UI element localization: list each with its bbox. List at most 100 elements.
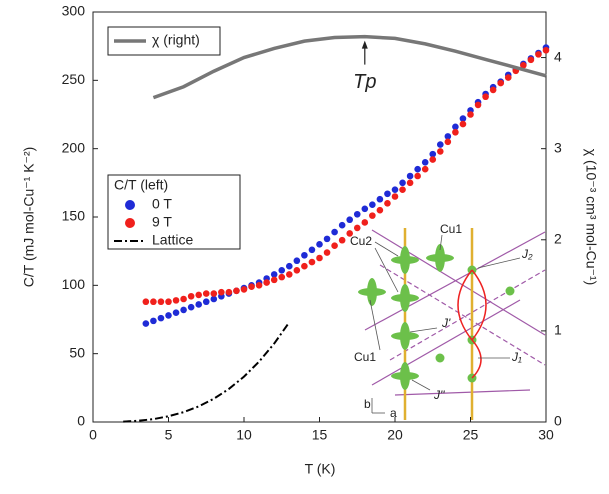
legend-label: 0 T — [152, 196, 172, 212]
data-point — [459, 115, 467, 122]
legend-swatch — [125, 218, 135, 228]
data-point — [406, 172, 414, 180]
data-point — [338, 221, 346, 229]
data-point — [172, 297, 180, 304]
data-point — [323, 249, 331, 256]
data-point — [474, 101, 482, 109]
data-point — [444, 133, 452, 140]
x-tick-label: 20 — [387, 427, 403, 443]
inset-label: Cu2 — [350, 234, 372, 248]
data-point — [263, 279, 270, 286]
data-point — [497, 79, 505, 87]
data-point — [361, 219, 369, 226]
data-point — [346, 216, 354, 224]
data-point — [353, 210, 361, 218]
data-point — [421, 165, 429, 173]
data-point — [286, 271, 293, 278]
legend-title: C/T (left) — [114, 177, 168, 193]
inset-diagram: Cu1 Cu2 Cu1 J' J'' J₂ J₁ b a — [350, 222, 546, 420]
data-point — [165, 298, 172, 306]
x-tick-label: 10 — [236, 427, 252, 443]
data-point — [210, 295, 218, 303]
inset-label: J₁ — [511, 350, 522, 364]
data-point — [150, 317, 157, 325]
data-point — [399, 186, 406, 193]
y-tick-label: 100 — [62, 276, 86, 292]
data-point — [391, 186, 399, 193]
data-point — [248, 283, 255, 291]
legend-swatch — [125, 200, 135, 210]
data-point — [331, 242, 338, 249]
data-point — [338, 236, 346, 244]
data-point — [376, 195, 384, 203]
data-point — [233, 287, 240, 295]
data-point — [399, 179, 406, 187]
data-point — [369, 201, 376, 208]
data-point — [301, 251, 308, 259]
inset-label: b — [364, 397, 371, 411]
data-point — [535, 51, 542, 58]
data-point — [157, 314, 165, 322]
data-point — [429, 150, 437, 158]
data-point — [240, 286, 248, 293]
data-point — [353, 224, 361, 232]
x-tick-label: 0 — [89, 427, 97, 443]
data-point — [467, 111, 474, 118]
y-axis-label: C/T (mJ mol-Cu⁻¹ K⁻²) — [21, 147, 37, 288]
legend-label: 9 T — [152, 214, 172, 230]
y2-tick-label: 4 — [554, 48, 562, 64]
data-point — [278, 267, 286, 274]
data-point — [520, 62, 527, 69]
data-point — [504, 74, 512, 81]
x-axis-label: T (K) — [305, 461, 336, 477]
legend-box — [107, 174, 241, 250]
data-point — [195, 291, 202, 299]
y-tick-label: 150 — [62, 208, 86, 224]
data-point — [489, 86, 497, 94]
data-point — [172, 309, 180, 316]
data-line — [152, 34, 547, 100]
data-point — [316, 254, 323, 262]
data-point — [482, 93, 489, 101]
data-point — [278, 273, 286, 281]
data-point — [369, 212, 376, 219]
data-point — [452, 128, 459, 136]
annotation: Tp — [353, 71, 376, 93]
x-tick-label: 15 — [312, 427, 328, 443]
data-point — [270, 276, 278, 284]
data-point — [414, 165, 421, 173]
inset-label: a — [390, 406, 397, 420]
data-point — [414, 172, 421, 180]
data-point — [308, 246, 316, 254]
data-point — [218, 288, 225, 296]
data-point — [202, 290, 210, 297]
y2-axis-label: χ (10⁻³ cm³ mol-Cu⁻¹) — [583, 149, 599, 285]
data-point — [301, 262, 308, 270]
data-point — [308, 258, 316, 266]
data-point — [384, 200, 391, 207]
y2-tick-label: 3 — [554, 139, 562, 155]
y2-tick-label: 2 — [554, 230, 562, 246]
data-point — [202, 298, 210, 306]
data-point — [452, 123, 459, 131]
y2-tick-label: 1 — [554, 322, 562, 338]
data-line — [123, 321, 291, 423]
data-point — [323, 235, 331, 243]
data-point — [346, 230, 354, 237]
data-point — [459, 120, 467, 128]
data-point — [293, 257, 301, 265]
data-point — [150, 298, 157, 306]
data-point — [142, 320, 150, 327]
data-point — [316, 241, 323, 248]
data-point — [293, 267, 301, 274]
x-tick-label: 25 — [463, 427, 479, 443]
x-tick-label: 5 — [165, 427, 173, 443]
inset-label: J₂ — [521, 247, 533, 261]
data-point — [157, 298, 165, 306]
data-point — [187, 303, 195, 311]
inset-label: J'' — [433, 388, 445, 402]
y2-tick-label: 0 — [554, 413, 562, 429]
y-tick-label: 200 — [62, 139, 86, 155]
y-tick-label: 0 — [77, 413, 85, 429]
